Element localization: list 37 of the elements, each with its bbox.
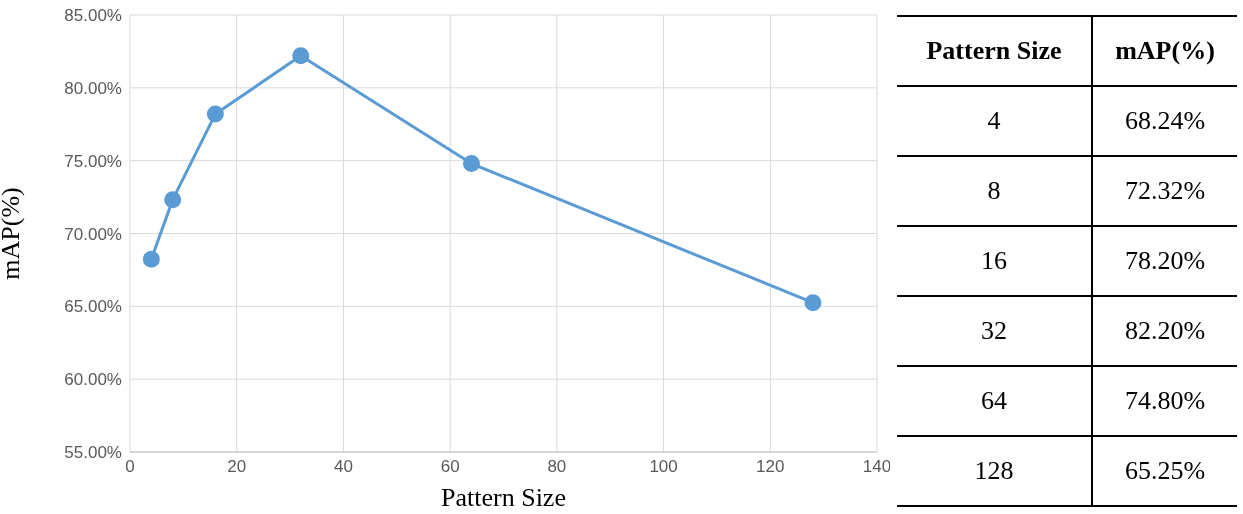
text: 82.20% <box>1092 296 1237 366</box>
x-tick-label: 60 <box>440 457 460 477</box>
text: 68.24% <box>1092 86 1237 156</box>
y-axis-title: mAP(%) <box>0 187 26 280</box>
text: 64 <box>897 366 1092 436</box>
text: 65.25% <box>1092 436 1237 506</box>
x-tick-label: 20 <box>227 457 247 477</box>
text: 78.20% <box>1092 226 1237 296</box>
x-axis-title: Pattern Size <box>441 483 566 512</box>
y-tick-label: 55.00% <box>64 443 122 463</box>
text: 32 <box>897 296 1092 366</box>
text: 72.32% <box>1092 156 1237 226</box>
y-tick-label: 65.00% <box>64 297 122 317</box>
text: 74.80% <box>1092 366 1237 436</box>
text: 16 <box>897 226 1092 296</box>
y-tick-label: 75.00% <box>64 151 122 171</box>
x-tick-label: 140 <box>862 457 892 477</box>
text: 4 <box>897 86 1092 156</box>
text: 128 <box>897 436 1092 506</box>
x-tick-label: 120 <box>756 457 785 477</box>
text: Pattern Size <box>897 16 1092 86</box>
text: mAP(%) <box>1092 16 1237 86</box>
y-tick-label: 60.00% <box>64 370 122 390</box>
y-tick-label: 80.00% <box>64 78 122 98</box>
point <box>164 191 182 209</box>
point <box>292 47 310 65</box>
x-tick-label: 80 <box>547 457 567 477</box>
y-tick-label: 70.00% <box>64 224 122 244</box>
point <box>142 250 160 268</box>
y-tick-label: 85.00% <box>64 6 122 26</box>
point <box>462 155 480 173</box>
x-tick-label: 40 <box>333 457 353 477</box>
x-tick-label: 0 <box>125 457 135 477</box>
text: 8 <box>897 156 1092 226</box>
point <box>804 294 822 312</box>
point <box>206 105 224 123</box>
x-tick-label: 100 <box>649 457 678 477</box>
